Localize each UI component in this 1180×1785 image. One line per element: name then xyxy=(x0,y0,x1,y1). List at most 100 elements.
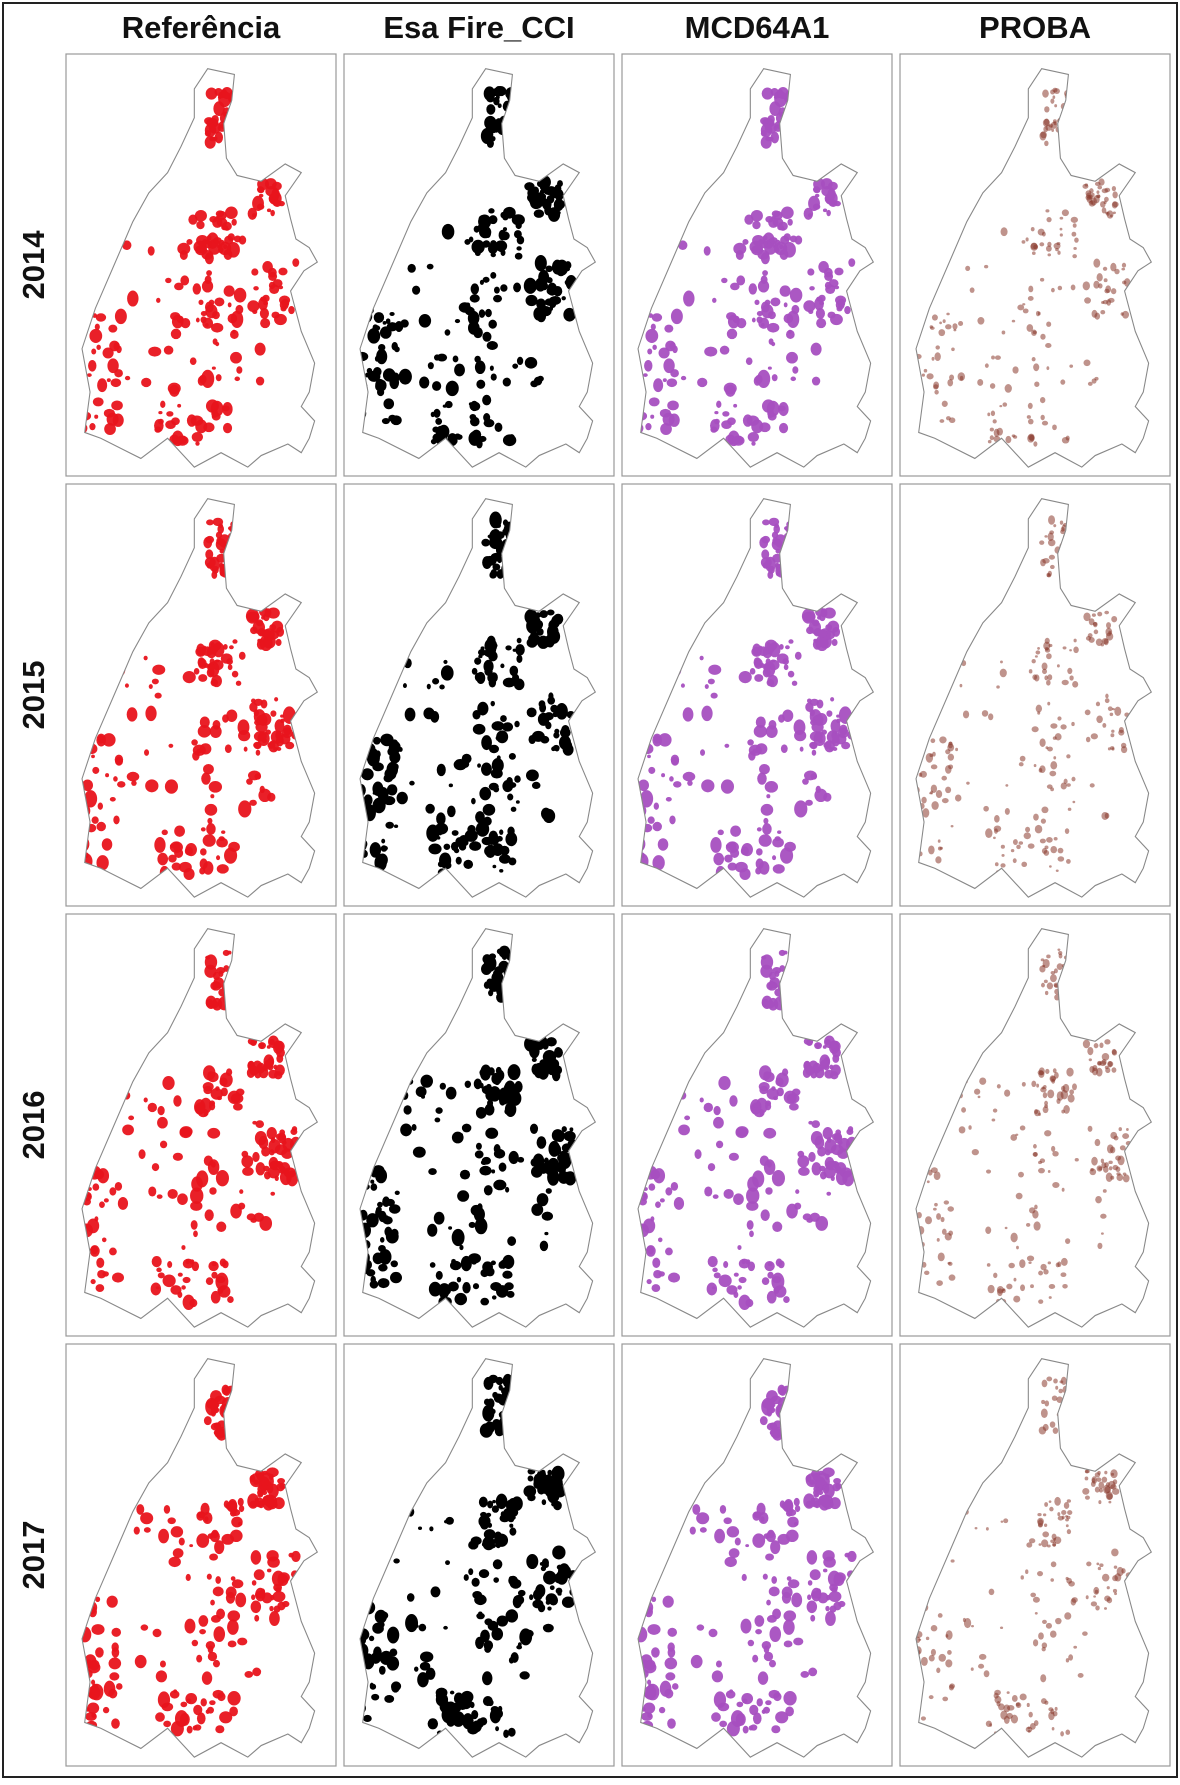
burn-patch xyxy=(141,378,151,387)
burn-patch xyxy=(759,1082,770,1091)
burn-patch xyxy=(695,1149,702,1159)
burn-patch xyxy=(1094,377,1098,381)
burn-patch xyxy=(734,1273,739,1277)
burn-patch xyxy=(235,1593,246,1608)
burn-patch xyxy=(1067,1510,1072,1515)
burn-patch xyxy=(759,646,763,651)
burn-patch xyxy=(1042,421,1048,426)
burn-patch xyxy=(1075,1158,1079,1162)
burn-patch xyxy=(255,1120,264,1128)
burn-patch xyxy=(1040,278,1044,282)
burn-patch xyxy=(727,1526,740,1537)
burn-patch xyxy=(1111,288,1116,294)
burn-patch xyxy=(251,268,258,275)
burn-patch xyxy=(1018,1172,1024,1178)
burn-patch xyxy=(437,764,446,776)
burn-patch xyxy=(1107,1144,1114,1153)
burn-patch xyxy=(1038,1632,1044,1639)
burn-patch xyxy=(209,1553,218,1560)
burn-patch xyxy=(765,300,771,306)
burn-patch xyxy=(926,753,933,763)
burn-patch xyxy=(499,946,511,959)
burn-patch xyxy=(526,295,538,306)
burn-patch xyxy=(483,1696,493,1706)
burn-patch xyxy=(380,1237,384,1243)
burn-patch xyxy=(681,376,686,380)
burn-patch xyxy=(658,1237,662,1242)
burn-patch xyxy=(250,627,258,635)
burn-patch xyxy=(206,1710,210,1714)
burn-patch xyxy=(96,345,100,350)
burn-patch xyxy=(1032,251,1036,255)
burn-patch xyxy=(443,1626,448,1630)
burn-patch xyxy=(1102,188,1108,193)
burn-patch xyxy=(189,1544,193,1547)
burn-patch xyxy=(1090,783,1095,787)
burn-patch xyxy=(770,298,780,307)
burn-patch xyxy=(1025,827,1030,833)
burn-patch xyxy=(395,1191,400,1195)
burn-patch xyxy=(391,1650,398,1655)
burn-patch xyxy=(259,1042,264,1048)
burn-patch xyxy=(197,749,203,754)
burn-patch xyxy=(726,1690,736,1698)
burn-patch xyxy=(211,1409,217,1417)
burn-patch xyxy=(791,377,797,382)
burn-patch xyxy=(1046,1623,1052,1629)
burn-patch xyxy=(708,1256,718,1267)
burn-patch xyxy=(825,282,831,289)
burn-patch xyxy=(448,1226,452,1229)
burn-patch xyxy=(935,345,939,349)
burn-patch xyxy=(274,1071,283,1079)
burn-patch xyxy=(218,1285,230,1297)
burn-patch xyxy=(832,1133,842,1141)
burn-patch xyxy=(806,627,814,635)
burn-patch xyxy=(205,124,216,137)
burn-patch xyxy=(205,557,216,568)
burn-patch xyxy=(171,1526,184,1537)
burn-patch xyxy=(1066,1524,1069,1527)
burn-patch xyxy=(773,864,785,874)
burn-patch xyxy=(476,380,485,389)
burn-patch xyxy=(477,1598,482,1604)
burn-patch xyxy=(1102,207,1107,213)
burn-patch xyxy=(1110,1469,1117,1478)
burn-patch xyxy=(1126,1128,1129,1131)
burn-patch xyxy=(1033,244,1038,249)
burn-patch xyxy=(665,1248,673,1256)
burn-patch xyxy=(827,312,835,319)
burn-patch xyxy=(1028,403,1033,409)
burn-patch xyxy=(1046,573,1050,577)
burn-patch xyxy=(1022,1082,1026,1087)
burn-patch xyxy=(241,1151,248,1158)
burn-patch xyxy=(210,1531,220,1542)
burn-patch xyxy=(216,838,228,848)
burn-patch xyxy=(514,775,521,782)
burn-patch xyxy=(970,287,975,292)
burn-patch xyxy=(1012,1695,1018,1702)
burn-patch xyxy=(769,720,777,730)
burn-patch xyxy=(251,1550,261,1565)
burn-patch xyxy=(1072,681,1078,688)
burn-patch xyxy=(403,1105,411,1114)
burn-patch xyxy=(186,1574,191,1581)
burn-patch xyxy=(1005,436,1011,443)
burn-patch xyxy=(514,678,525,690)
burn-patch xyxy=(485,230,491,238)
burn-patch xyxy=(986,1721,992,1727)
burn-patch xyxy=(382,1216,392,1224)
burn-patch xyxy=(663,1596,674,1608)
burn-patch xyxy=(1021,862,1027,867)
burn-patch xyxy=(654,735,661,744)
burn-patch xyxy=(546,1188,552,1194)
burn-patch xyxy=(491,701,495,706)
burn-patch xyxy=(1073,1646,1077,1649)
burn-patch xyxy=(273,1065,277,1070)
burn-patch xyxy=(783,1296,790,1303)
burn-patch xyxy=(1108,747,1111,750)
burn-patch xyxy=(811,343,822,356)
burn-patch xyxy=(712,1286,716,1289)
burn-patch xyxy=(379,380,387,391)
burn-patch xyxy=(643,1662,656,1674)
burn-patch xyxy=(227,1610,240,1621)
